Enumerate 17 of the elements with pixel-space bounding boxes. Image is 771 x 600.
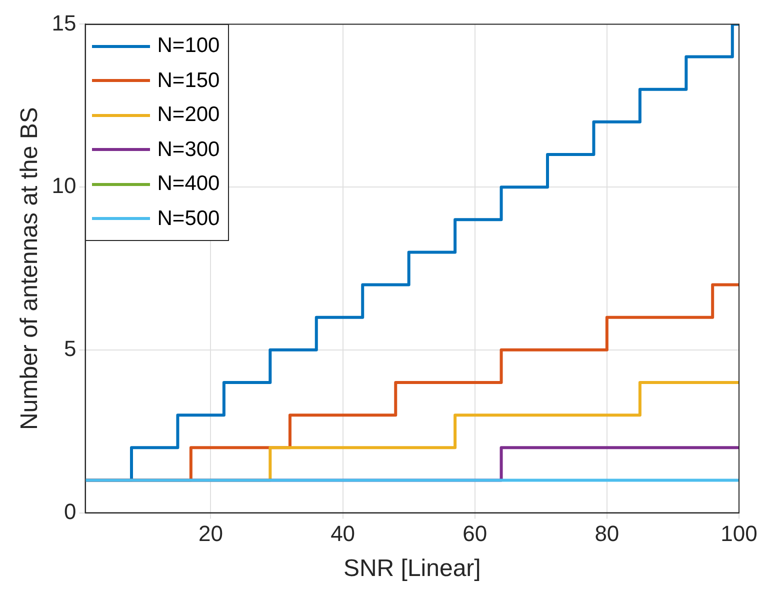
x-tick-label: 80	[594, 521, 620, 546]
y-tick-label: 5	[64, 336, 76, 361]
y-axis-title: Number of antennas at the BS	[16, 107, 44, 430]
y-tick-label: 0	[64, 498, 76, 524]
x-axis-title: SNR [Linear]	[343, 555, 481, 582]
legend-label: N=200	[157, 102, 220, 128]
legend-label: N=100	[157, 33, 220, 60]
x-tick-label: 60	[462, 521, 488, 546]
legend-label: N=500	[157, 206, 220, 232]
x-tick-label: 100	[720, 521, 758, 546]
x-tick-label: 20	[198, 521, 223, 546]
y-tick-label: 15	[52, 10, 76, 36]
y-tick-label: 10	[52, 173, 76, 198]
x-tick-label: 40	[330, 521, 356, 546]
legend-label: N=400	[157, 171, 220, 198]
legend-label: N=150	[157, 68, 220, 94]
legend-label: N=300	[157, 136, 220, 163]
